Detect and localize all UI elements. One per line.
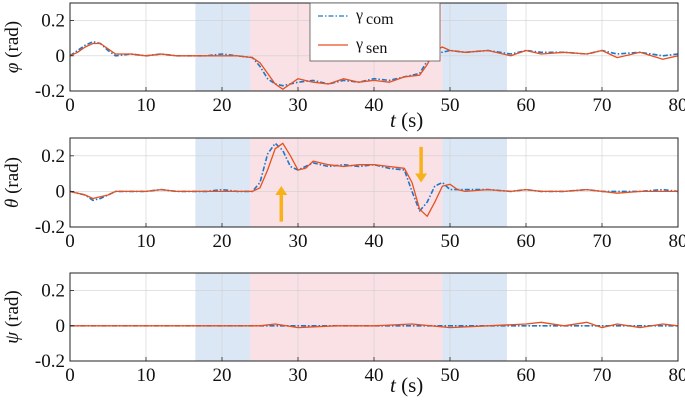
band-red-1 bbox=[250, 138, 443, 227]
tick-label-y: 0.2 bbox=[41, 281, 65, 302]
tick-label-x: 50 bbox=[441, 231, 460, 252]
tick-label-x: 30 bbox=[289, 95, 308, 116]
x-axis-label: t (s) bbox=[390, 373, 423, 397]
tick-label-x: 40 bbox=[365, 231, 384, 252]
y-axis-label: ψ (rad) bbox=[2, 290, 23, 343]
y-axis-label: θ (rad) bbox=[2, 157, 23, 208]
tick-label-x: 60 bbox=[517, 95, 536, 116]
tick-label-y: -0.2 bbox=[35, 81, 65, 102]
y-axis-symbol: φ bbox=[2, 63, 23, 74]
band-red-1 bbox=[250, 273, 443, 361]
series-line-sen bbox=[70, 321, 678, 329]
tick-label-x: 30 bbox=[289, 365, 308, 386]
tick-label-y: 0 bbox=[56, 46, 66, 67]
y-axis-unit: (rad) bbox=[2, 290, 23, 327]
y-axis-unit: (rad) bbox=[2, 157, 23, 194]
band-blue-0 bbox=[195, 273, 251, 361]
y-axis-unit: (rad) bbox=[2, 21, 23, 58]
y-axis-label: φ (rad) bbox=[2, 21, 23, 73]
series-line-sen bbox=[70, 42, 678, 90]
tick-label-y: -0.2 bbox=[35, 217, 65, 238]
tick-label-x: 0 bbox=[65, 231, 75, 252]
tick-label-x: 60 bbox=[517, 231, 536, 252]
tick-label-x: 20 bbox=[213, 95, 232, 116]
tick-label-x: 50 bbox=[441, 365, 460, 386]
tick-label-x: 70 bbox=[593, 231, 612, 252]
tick-label-y: 0.2 bbox=[41, 11, 65, 32]
x-axis-unit: (s) bbox=[401, 373, 423, 397]
band-blue-2 bbox=[442, 3, 507, 91]
tick-label-x: 40 bbox=[365, 95, 384, 116]
legend-com-sub: com bbox=[366, 11, 394, 28]
series-line-sen bbox=[70, 142, 678, 217]
legend-sen-sub: sen bbox=[366, 40, 387, 57]
tick-label-x: 10 bbox=[137, 95, 156, 116]
y-axis-symbol: ψ bbox=[2, 331, 23, 344]
tick-label-x: 70 bbox=[593, 95, 612, 116]
tick-label-x: 10 bbox=[137, 365, 156, 386]
band-blue-2 bbox=[442, 273, 507, 361]
tick-label-y: -0.2 bbox=[35, 351, 65, 372]
tick-label-x: 10 bbox=[137, 231, 156, 252]
tick-label-y: 0 bbox=[56, 316, 66, 337]
arrow-up bbox=[275, 186, 288, 222]
legend: γ com γ sen bbox=[309, 2, 441, 62]
x-axis-symbol: t bbox=[390, 108, 397, 132]
panel-2: 0 10 20 30 40 50 60 70 80-0.200.2ψ (rad)t (s) bbox=[2, 272, 685, 397]
arrow-head bbox=[415, 173, 428, 183]
series-line-com bbox=[70, 40, 678, 87]
tick-label-x: 30 bbox=[289, 231, 308, 252]
tick-label-x: 0 bbox=[65, 95, 75, 116]
arrow-down bbox=[415, 146, 428, 183]
band-blue-0 bbox=[195, 3, 251, 91]
arrow-head bbox=[275, 186, 288, 196]
legend-sen-symbol: γ bbox=[355, 36, 363, 53]
band-blue-0 bbox=[195, 138, 251, 227]
x-axis-unit: (s) bbox=[401, 108, 423, 132]
x-axis-label: t (s) bbox=[390, 108, 423, 132]
tick-label-y: 0.2 bbox=[41, 146, 65, 167]
tick-label-y: 0 bbox=[56, 181, 66, 202]
tick-label-x: 60 bbox=[517, 365, 536, 386]
tick-label-x: 70 bbox=[593, 365, 612, 386]
legend-box bbox=[309, 2, 441, 62]
tick-label-x: 40 bbox=[365, 365, 384, 386]
x-axis-symbol: t bbox=[390, 373, 397, 397]
tick-label-x: 20 bbox=[213, 365, 232, 386]
tick-label-x: 80 bbox=[669, 231, 685, 252]
tick-label-x: 20 bbox=[213, 231, 232, 252]
tick-label-x: 80 bbox=[669, 95, 685, 116]
tick-label-x: 50 bbox=[441, 95, 460, 116]
y-axis-symbol: θ bbox=[2, 199, 23, 208]
tick-label-x: 0 bbox=[65, 365, 75, 386]
legend-com-symbol: γ bbox=[355, 7, 363, 24]
panel-1: 0 10 20 30 40 50 60 70 80-0.200.2θ (rad) bbox=[2, 137, 685, 252]
tick-label-x: 80 bbox=[669, 365, 685, 386]
band-blue-2 bbox=[442, 138, 507, 227]
